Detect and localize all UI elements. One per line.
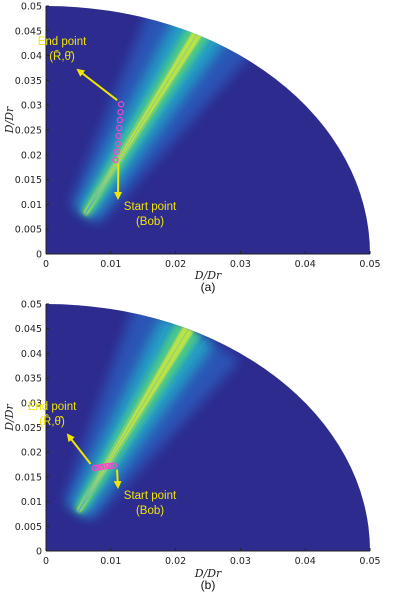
trajectory-marker: [101, 463, 108, 470]
x-tick-label: 0.02: [165, 556, 186, 567]
x-tick-label: 0.03: [230, 556, 251, 567]
x-tick-label: 0.05: [359, 259, 380, 270]
chart-panel-b: 0 0.01 0.02 0.03 0.04 0.05 0 0.005 0.01 0.015 0.02…: [3, 300, 381, 593]
y-tick-label: 0.03: [21, 398, 42, 409]
x-tick-label: 0.05: [359, 556, 380, 567]
trajectory-marker: [114, 140, 122, 148]
y-tick-label: 0.045: [15, 26, 42, 37]
y-axis-label: D/Dr: [3, 403, 16, 431]
x-axis-label: D/Dr: [194, 567, 222, 580]
y-tick-label: 0.025: [15, 423, 42, 434]
y-tick-label: 0.025: [15, 126, 42, 137]
trajectory-marker: [116, 116, 124, 124]
heatmap-band: [62, 304, 240, 521]
y-tick-label: 0.045: [15, 324, 42, 335]
annotation-end-arrow: [66, 433, 92, 465]
x-tick-label: 0.04: [295, 556, 316, 567]
y-tick-label: 0.03: [21, 101, 42, 112]
annotation-end-text: End point: [28, 401, 77, 413]
trajectory-marker: [112, 156, 119, 163]
annotation-start-text: Start point: [124, 490, 177, 502]
y-tick-label: 0.015: [15, 472, 42, 483]
x-tick-label: 0: [43, 556, 49, 567]
y-tick-label: 0.02: [21, 150, 42, 161]
panel-caption: (a): [201, 280, 216, 294]
y-tick-label: 0.005: [15, 522, 42, 533]
annotation-end-text: (R̄,θ̄): [49, 50, 75, 63]
y-tick-label: 0.01: [21, 497, 42, 508]
annotation-start-text: Start point: [124, 201, 177, 213]
y-tick-label: 0: [36, 250, 42, 261]
annotation-end-arrow: [76, 68, 118, 101]
x-tick-label: 0.01: [100, 556, 121, 567]
trajectory-marker: [107, 462, 115, 470]
x-axis-label: D/Dr: [194, 269, 222, 282]
annotation-end-text: End point: [38, 36, 87, 48]
x-tick-label: 0.03: [230, 259, 251, 270]
y-axis-label: D/Dr: [3, 106, 16, 134]
trajectory-marker: [97, 463, 105, 471]
x-tick-label: 0.02: [165, 259, 186, 270]
trajectory-marker: [91, 464, 98, 472]
trajectory-marker: [104, 462, 111, 470]
y-tick-label: 0.04: [21, 51, 42, 62]
y-tick-label: 0.035: [15, 374, 42, 385]
trajectory-marker: [113, 148, 120, 156]
y-tick-label: 0.04: [21, 349, 42, 360]
annotation-start-text: (Bob): [136, 216, 164, 228]
x-tick-label: 0.04: [295, 259, 316, 270]
y-tick-label: 0.05: [21, 300, 42, 311]
y-tick-label: 0.02: [21, 448, 42, 459]
y-tick-label: 0.015: [15, 175, 42, 186]
y-tick-label: 0.035: [15, 76, 42, 87]
trajectory-marker: [117, 108, 124, 116]
chart-panel-a: 0 0.01 0.02 0.03 0.04 0.05 0 0.005 0.01 0.015 0.02…: [3, 2, 381, 295]
annotation-start-arrow: [113, 469, 122, 489]
trajectory-marker: [110, 462, 118, 469]
trajectory-marker: [115, 132, 122, 140]
y-tick-label: 0.005: [15, 225, 42, 236]
annotation-end-text: (R̂,θ̂): [39, 414, 65, 428]
annotation-start-text: (Bob): [136, 505, 164, 517]
trajectory-marker: [117, 101, 125, 108]
y-tick-label: 0: [36, 547, 42, 558]
x-tick-label: 0: [43, 259, 49, 270]
trajectory-marker: [116, 124, 123, 132]
trajectory-marker: [94, 464, 102, 471]
panel-caption: (b): [201, 578, 216, 592]
y-tick-label: 0.05: [21, 2, 42, 13]
x-tick-label: 0.01: [100, 259, 121, 270]
y-tick-label: 0.01: [21, 200, 42, 211]
